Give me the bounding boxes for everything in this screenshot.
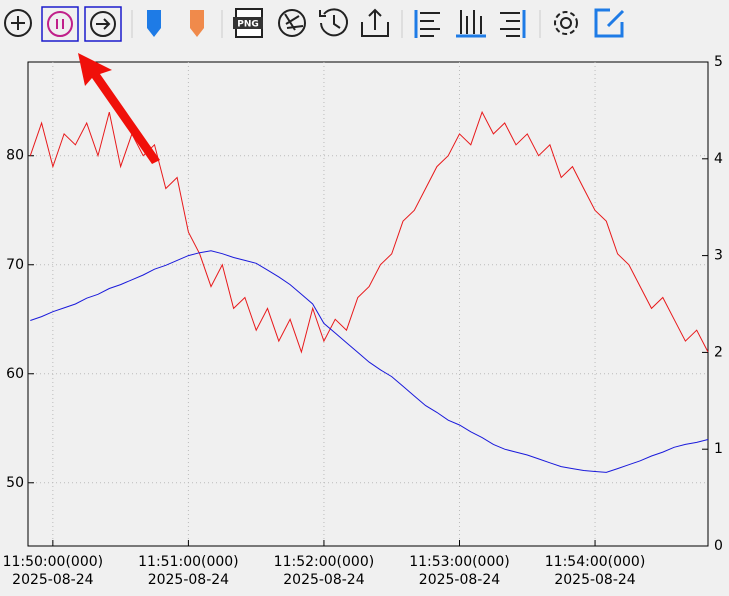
snapshot-button[interactable] bbox=[278, 9, 306, 37]
pause-button[interactable] bbox=[41, 6, 79, 42]
y-tick-label: 60 bbox=[6, 366, 24, 382]
plot-frame bbox=[27, 61, 709, 547]
y2-tick-label: 5 bbox=[714, 54, 723, 70]
x-tick-label: 11:51:00(000) 2025-08-24 bbox=[138, 554, 239, 588]
marker-orange-button[interactable] bbox=[190, 10, 204, 37]
settings-button[interactable] bbox=[554, 11, 578, 35]
y2-tick-label: 2 bbox=[714, 344, 723, 360]
x-tick-label: 11:52:00(000) 2025-08-24 bbox=[274, 554, 375, 588]
png-label: PNG bbox=[237, 20, 259, 30]
y-tick-label: 70 bbox=[6, 257, 24, 273]
align-left-button[interactable] bbox=[414, 10, 440, 38]
series-line bbox=[29, 110, 709, 354]
y2-tick-label: 1 bbox=[714, 441, 723, 457]
plot-area: 50 60 70 80 0 1 2 3 4 5 11:50:00(000) 2025-08-24 11:… bbox=[3, 54, 723, 588]
y2-tick-label: 3 bbox=[714, 248, 723, 264]
y2-tick-label: 0 bbox=[714, 538, 723, 554]
x-tick-label: 11:53:00(000) 2025-08-24 bbox=[409, 554, 510, 588]
x-tick-label: 11:54:00(000) 2025-08-24 bbox=[545, 554, 646, 588]
toolbar: PNG bbox=[4, 6, 625, 42]
zoom-in-button[interactable] bbox=[4, 9, 32, 37]
series-line bbox=[30, 250, 709, 473]
align-right-button[interactable] bbox=[500, 10, 526, 38]
x-tick-label: 11:50:00(000) 2025-08-24 bbox=[3, 554, 104, 588]
y-tick-label: 50 bbox=[6, 475, 24, 491]
annotation-arrow bbox=[78, 53, 160, 164]
align-bottom-button[interactable] bbox=[456, 10, 486, 38]
png-export-button[interactable]: PNG bbox=[233, 8, 263, 38]
forward-button[interactable] bbox=[84, 6, 122, 42]
history-button[interactable] bbox=[319, 8, 348, 37]
edit-button[interactable] bbox=[594, 8, 625, 38]
y-tick-label: 80 bbox=[6, 148, 24, 164]
marker-blue-button[interactable] bbox=[147, 10, 161, 37]
upload-button[interactable] bbox=[361, 8, 389, 37]
y2-tick-label: 4 bbox=[714, 151, 723, 167]
